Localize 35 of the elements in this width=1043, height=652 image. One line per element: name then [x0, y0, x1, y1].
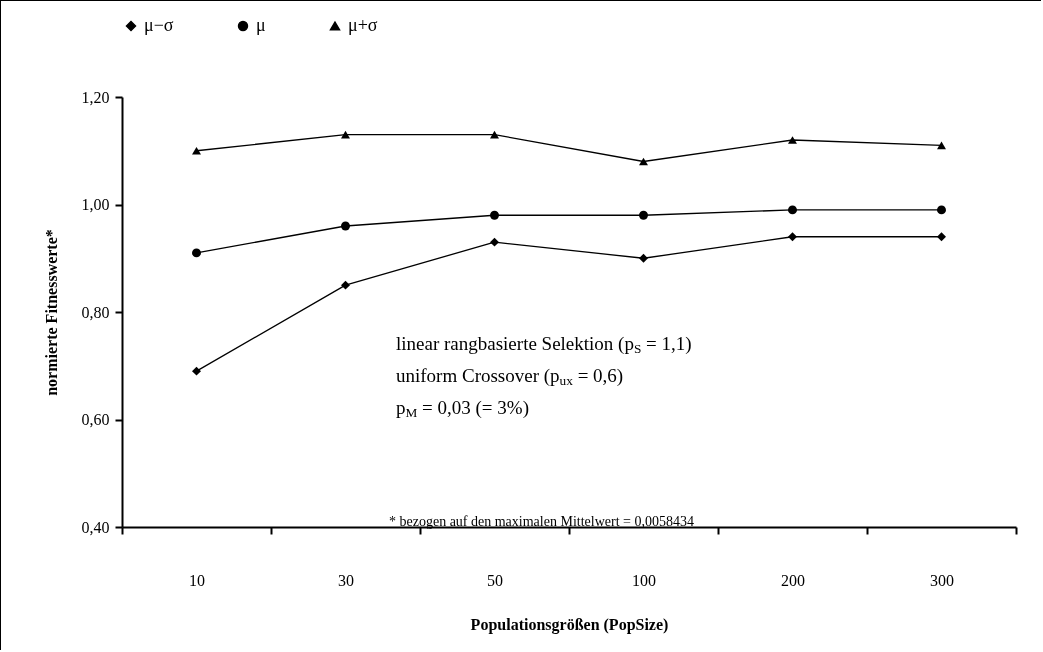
- annotation: p$_{M}$ = 0,03 (= 3%): [396, 397, 529, 422]
- point: [937, 205, 946, 215]
- point: [341, 221, 350, 231]
- point: [788, 232, 797, 242]
- point: [341, 280, 350, 290]
- point: [490, 210, 499, 220]
- annotation: * bezogen auf den maximalen Mittelwert = 0,0058434: [389, 514, 694, 530]
- x-tick-label: 50: [487, 571, 503, 589]
- y-tick-label: 0,80: [81, 303, 110, 321]
- x-tick-label: 100: [632, 571, 656, 589]
- point: [192, 248, 201, 258]
- legend-label: μ: [256, 15, 266, 35]
- x-tick-label: 10: [189, 571, 205, 589]
- x-axis-title: Populationsgrößen (PopSize): [470, 615, 669, 634]
- x-tick-label: 30: [338, 571, 354, 589]
- point: [937, 141, 946, 150]
- point: [788, 205, 797, 215]
- point: [192, 366, 201, 376]
- annotation: uniform Crossover (p$_{ux}$ = 0,6): [396, 365, 624, 390]
- x-tick-label: 300: [930, 571, 954, 589]
- legend-label: μ+σ: [348, 15, 378, 35]
- point: [490, 237, 499, 247]
- y-axis-title: normierte Fitnesswerte*: [42, 229, 60, 396]
- y-tick-label: 1,00: [81, 196, 110, 213]
- y-tick-label: 1,20: [81, 88, 110, 106]
- x-tick-label: 200: [781, 571, 805, 589]
- annotation: linear rangbasierte Selektion (p$_{S}$ = 1,1): [396, 333, 692, 358]
- legend-label: μ−σ: [144, 15, 174, 35]
- y-tick-label: 0,60: [81, 411, 110, 428]
- y-tick-label: 0,40: [81, 518, 110, 536]
- point: [937, 232, 946, 242]
- point: [192, 146, 201, 155]
- point: [788, 136, 797, 144]
- point: [639, 253, 648, 263]
- point: [639, 210, 648, 220]
